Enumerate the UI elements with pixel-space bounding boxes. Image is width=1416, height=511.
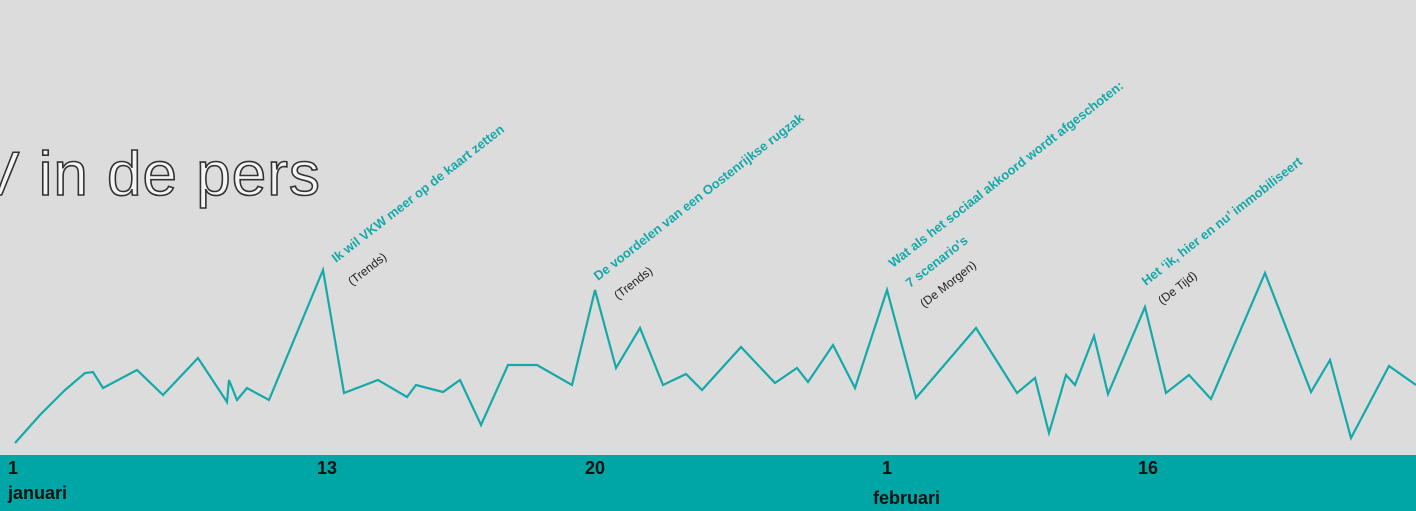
annotation-headline: Wat als het sociaal akkoord wordt afgesc…: [886, 78, 1127, 271]
annotation-source: (Trends): [611, 264, 655, 303]
x-tick-label: 13: [317, 458, 337, 478]
annotation-headline: De voordelen van een Oostenrijkse rugzak: [591, 110, 808, 284]
annotation-source: (Trends): [345, 250, 389, 289]
axis-band: [0, 455, 1416, 511]
x-tick-label: 16: [1138, 458, 1158, 478]
data-line: [14, 266, 1416, 444]
x-tick-label: 1: [8, 458, 18, 478]
x-tick-label: 1: [882, 458, 892, 478]
chart-title: V in de pers: [0, 140, 321, 209]
annotation-headline: Het ‘ik, hier en nu’ immobiliseert: [1139, 153, 1306, 288]
x-tick-label: 20: [585, 458, 605, 478]
month-label: januari: [7, 483, 67, 503]
month-label: februari: [873, 488, 940, 508]
annotation-headline: Ik wil VKW meer op de kaart zetten: [329, 121, 507, 265]
